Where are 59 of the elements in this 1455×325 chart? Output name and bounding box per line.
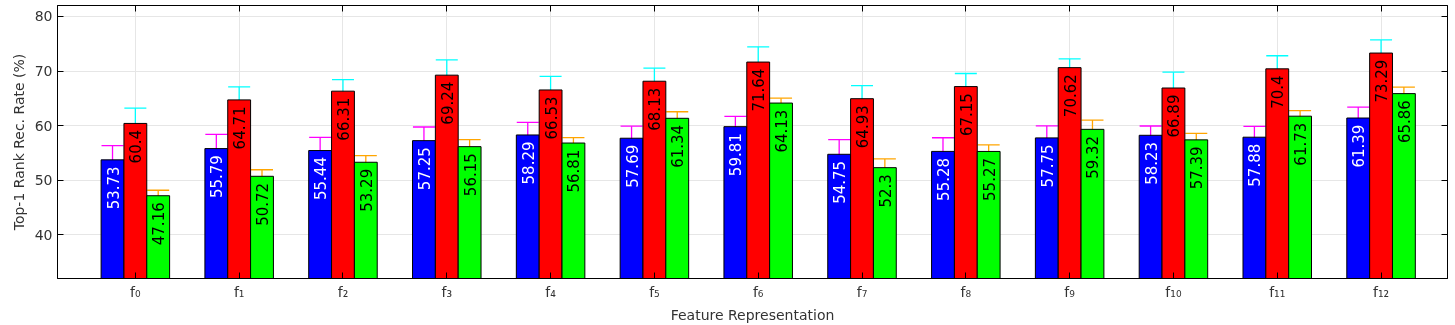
x-tick-label: f₅ (649, 283, 660, 300)
data-label: 65.86 (1395, 100, 1414, 144)
x-tick-label: f₈ (960, 283, 972, 300)
x-tick-label: f₉ (1064, 283, 1076, 300)
x-axis-title: Feature Representation (670, 306, 835, 323)
y-axis-title: Top-1 Rank Rec. Rate (%) (10, 53, 27, 232)
data-label: 57.69 (623, 144, 642, 188)
x-tick-label: f₁₂ (1372, 283, 1390, 300)
data-label: 70.4 (1269, 75, 1288, 109)
data-label: 47.16 (150, 202, 169, 246)
data-label: 66.53 (542, 96, 561, 140)
data-label: 58.23 (1142, 141, 1161, 185)
data-label: 50.72 (254, 182, 272, 226)
data-label: 52.3 (876, 174, 895, 208)
data-label: 59.32 (1084, 135, 1103, 179)
data-label: 64.13 (773, 109, 792, 153)
data-label: 58.29 (519, 141, 538, 185)
data-label: 56.15 (461, 153, 480, 197)
x-tick-label: f₇ (856, 283, 868, 300)
data-label: 57.75 (1038, 144, 1057, 188)
data-label: 57.39 (1188, 146, 1207, 190)
data-label: 59.81 (727, 133, 746, 177)
x-tick-label: f₆ (752, 283, 764, 300)
data-label: 55.28 (934, 157, 953, 201)
data-label: 57.25 (415, 147, 434, 191)
data-label: 69.24 (438, 81, 457, 125)
data-label: 60.4 (127, 129, 146, 164)
data-label: 56.81 (565, 149, 584, 193)
x-tick-label: f₃ (441, 283, 453, 300)
y-tick-label: 70 (34, 63, 53, 80)
data-label: 67.15 (957, 93, 976, 137)
data-label: 64.93 (854, 105, 873, 149)
data-label: 61.73 (1292, 122, 1311, 166)
data-label: 53.73 (104, 166, 123, 210)
x-tick-label: f₀ (130, 283, 142, 300)
data-label: 57.88 (1246, 143, 1265, 187)
data-label: 71.64 (750, 68, 769, 112)
data-label: 53.29 (357, 168, 376, 212)
data-label: 55.27 (980, 157, 999, 201)
data-label: 68.13 (646, 87, 665, 131)
data-label: 66.89 (1165, 94, 1184, 138)
x-tick-label: f₁ (233, 283, 245, 300)
data-label: 55.44 (312, 157, 331, 201)
x-tick-label: f₄ (545, 283, 557, 300)
y-tick-label: 80 (34, 8, 53, 25)
data-label: 61.34 (669, 124, 688, 168)
data-label: 64.71 (231, 106, 250, 150)
x-tick-label: f₂ (337, 283, 349, 300)
data-label: 73.29 (1373, 59, 1392, 103)
x-tick-label: f₁₀ (1165, 283, 1182, 300)
y-tick-label: 60 (34, 117, 53, 134)
y-tick-label: 40 (34, 226, 53, 243)
data-label: 70.62 (1061, 74, 1080, 118)
x-tick-label: f₁₁ (1269, 283, 1286, 300)
data-label: 55.79 (208, 155, 227, 199)
y-tick-label: 50 (34, 172, 53, 189)
data-label: 61.39 (1350, 124, 1369, 168)
data-label: 54.75 (831, 160, 850, 204)
data-label: 66.31 (334, 97, 353, 141)
